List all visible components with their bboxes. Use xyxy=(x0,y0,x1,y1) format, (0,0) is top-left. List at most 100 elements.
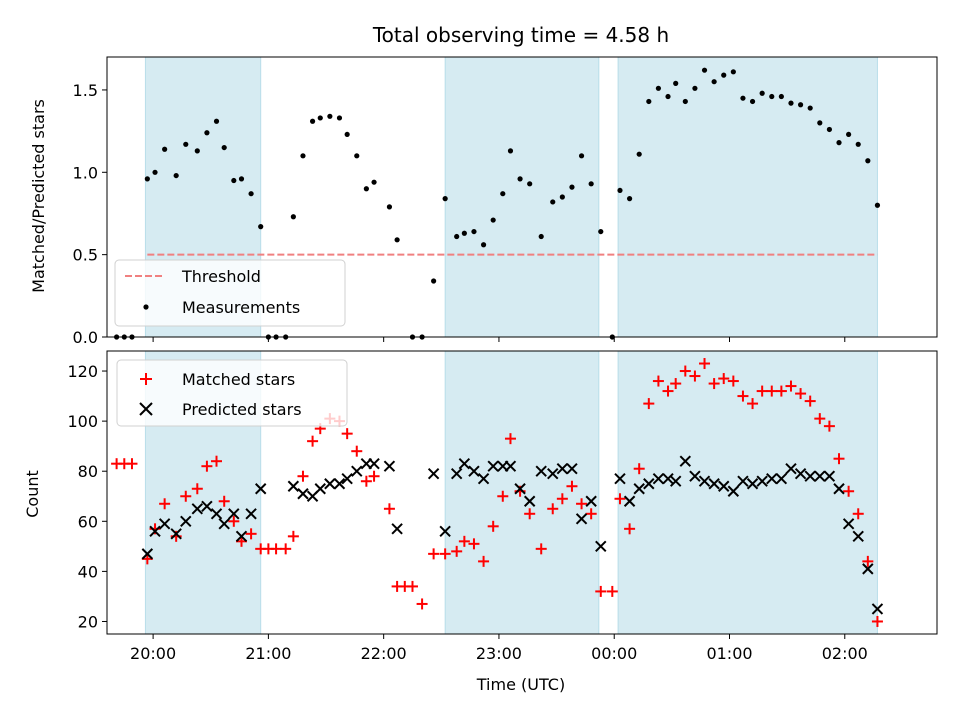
measurement-point xyxy=(386,204,393,210)
predicted-star-point xyxy=(314,483,326,495)
matched-star-point xyxy=(287,530,299,542)
predicted-star-point xyxy=(746,478,759,490)
measurement-point xyxy=(258,224,264,230)
predicted-star-point xyxy=(235,530,248,543)
matched-star-point xyxy=(814,413,826,425)
predicted-star-point xyxy=(756,475,768,487)
matched-star-point xyxy=(775,385,787,397)
predicted-star-point xyxy=(669,475,682,487)
predicted-star-point xyxy=(727,485,740,497)
predicted-star-point xyxy=(368,457,380,470)
measurement-point xyxy=(238,176,245,182)
measurement-point xyxy=(300,153,306,159)
predicted-star-point xyxy=(679,455,692,467)
measurement-point xyxy=(371,179,377,185)
matched-star-point xyxy=(576,498,588,510)
predicted-star-point xyxy=(324,478,336,490)
legend-predicted-label: Predicted stars xyxy=(182,400,302,419)
predicted-star-point xyxy=(614,473,626,485)
predicted-star-point xyxy=(351,465,363,477)
matched-star-point xyxy=(670,378,682,390)
measurement-point xyxy=(442,196,448,202)
matched-star-point xyxy=(643,398,655,410)
y-tick-label: 0.5 xyxy=(73,246,98,265)
predicted-star-point xyxy=(383,460,396,472)
measurement-point xyxy=(213,118,220,124)
predicted-star-point xyxy=(254,483,267,495)
matched-star-point xyxy=(862,555,874,567)
legend-matched-swatch xyxy=(140,373,152,385)
measurement-point xyxy=(701,67,708,73)
predicted-star-point xyxy=(210,508,223,520)
legend-matched-label: Matched stars xyxy=(182,370,295,389)
measurements-points xyxy=(114,67,881,340)
measurement-point xyxy=(431,278,437,284)
matched-star-point xyxy=(458,535,470,547)
matched-star-point xyxy=(852,508,864,520)
measurement-point xyxy=(817,120,823,126)
predicted-star-point xyxy=(297,488,309,500)
matched-star-point xyxy=(843,485,855,497)
measurement-point xyxy=(231,177,237,184)
matched-star-point xyxy=(535,543,547,555)
measurement-point xyxy=(471,228,477,235)
matched-star-point xyxy=(428,548,440,560)
measurement-point xyxy=(363,186,369,192)
measurement-point xyxy=(865,158,871,164)
measurement-point xyxy=(569,184,575,190)
matched-star-point xyxy=(547,503,559,515)
measurement-point xyxy=(655,85,662,91)
legend-measurements-swatch xyxy=(143,304,149,310)
matched-stars-points xyxy=(111,358,883,627)
matched-star-point xyxy=(368,470,380,482)
predicted-star-point xyxy=(814,470,826,482)
matched-star-point xyxy=(662,385,674,397)
measurement-point xyxy=(290,214,296,220)
predicted-star-point xyxy=(439,525,451,538)
measurement-point xyxy=(152,169,158,175)
matched-star-point xyxy=(351,445,363,457)
measurement-point xyxy=(740,95,746,101)
matched-star-point xyxy=(556,493,568,505)
bottom-legend-box xyxy=(116,359,348,427)
shaded-interval xyxy=(617,56,878,338)
predicted-star-point xyxy=(595,540,607,553)
predicted-star-point xyxy=(158,518,171,530)
measurement-point xyxy=(578,153,585,159)
x-tick-label: 00:00 xyxy=(591,644,637,663)
y-tick-label: 40 xyxy=(78,562,98,581)
measurement-point xyxy=(636,151,642,157)
predicted-star-point xyxy=(547,468,559,480)
matched-star-point xyxy=(451,545,463,557)
matched-star-point xyxy=(833,453,845,465)
measurement-point xyxy=(394,237,400,243)
predicted-star-point xyxy=(585,495,597,507)
bottom-shaded-intervals xyxy=(144,350,878,635)
predicted-star-point xyxy=(201,500,213,512)
y-tick-label: 80 xyxy=(78,462,98,481)
measurement-point xyxy=(507,148,514,154)
predicted-star-point xyxy=(191,503,204,515)
bottom-axes-frame xyxy=(106,350,938,635)
x-tick-label: 23:00 xyxy=(476,644,522,663)
predicted-star-point xyxy=(535,465,547,477)
matched-star-point xyxy=(228,515,240,527)
top-legend-box xyxy=(114,259,346,327)
matched-star-point xyxy=(718,373,730,385)
top-legend: Threshold Measurements xyxy=(114,259,346,327)
predicted-star-point xyxy=(427,468,440,480)
measurement-point xyxy=(646,98,652,105)
matched-star-point xyxy=(595,585,607,597)
predicted-star-point xyxy=(689,470,701,482)
x-axis-label: Time (UTC) xyxy=(476,675,565,694)
matched-star-point xyxy=(633,463,645,475)
x-tick-label: 01:00 xyxy=(706,644,752,663)
matched-star-point xyxy=(270,543,282,555)
measurement-point xyxy=(527,181,533,187)
predicted-star-point xyxy=(718,480,730,492)
matched-star-point xyxy=(871,615,883,627)
y-tick-label: 60 xyxy=(78,512,98,531)
measurement-point xyxy=(538,233,544,240)
matched-star-point xyxy=(307,435,319,447)
top-x-ticks xyxy=(152,337,846,342)
